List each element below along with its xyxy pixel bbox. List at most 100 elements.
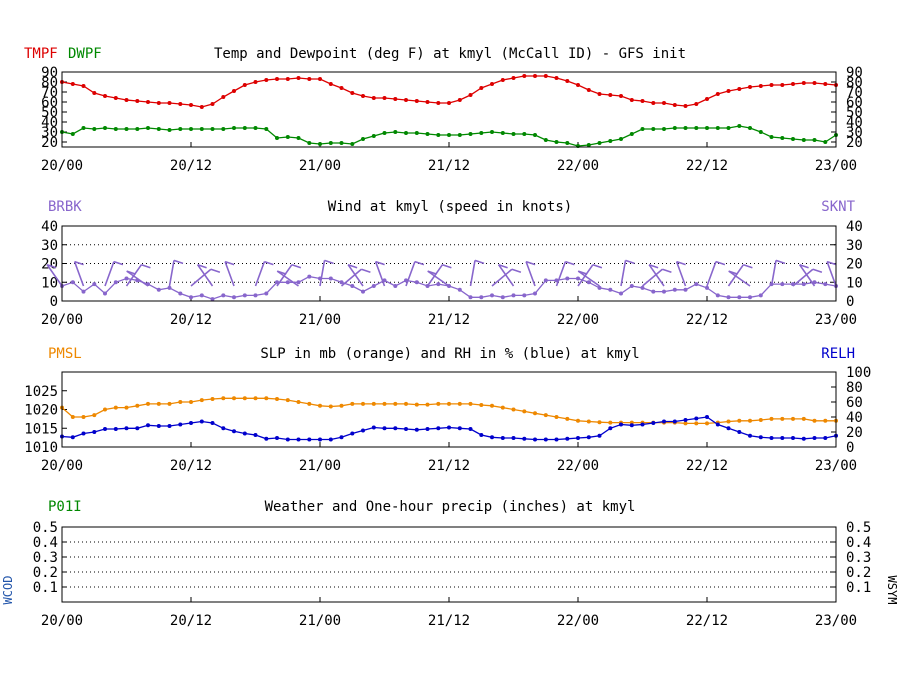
- tmpf-point: [576, 83, 580, 87]
- tmpf-point: [565, 79, 570, 83]
- y-tick-label: 0.2: [33, 565, 58, 581]
- pmsl-point: [457, 401, 462, 406]
- pmsl-point: [683, 421, 688, 426]
- x-tick-label: 22/00: [557, 158, 599, 174]
- dwpf-point: [500, 131, 505, 135]
- relh-point: [726, 426, 731, 431]
- x-tick-label: 21/12: [428, 613, 470, 629]
- pmsl-point: [371, 401, 376, 406]
- dwpf-point: [629, 132, 634, 136]
- y-tick-label: 20: [41, 135, 58, 151]
- pmsl-point: [350, 401, 355, 406]
- wind-title: Wind at kmyl (speed in knots): [328, 199, 572, 215]
- wind-barb-flag: [442, 263, 452, 269]
- y-tick-label: 40: [846, 219, 863, 235]
- tmpf-point: [672, 103, 677, 107]
- pmsl-point: [296, 400, 301, 404]
- dwpf-point: [103, 126, 107, 130]
- sknt-point: [339, 280, 344, 285]
- wind-barb-flag: [565, 260, 575, 266]
- tmpf-point: [758, 84, 763, 88]
- tmpf-point: [328, 82, 333, 86]
- tmpf-point: [715, 92, 720, 96]
- pmsl-point: [801, 416, 806, 421]
- wind-barb-flag: [775, 259, 786, 265]
- dwpf-point: [361, 137, 365, 141]
- sknt-point: [404, 278, 408, 283]
- relh-point: [511, 436, 516, 440]
- wind-barb-flag: [276, 270, 287, 275]
- relh-point: [318, 437, 322, 442]
- tmpf-point: [748, 85, 752, 89]
- y-tick-label: 80: [846, 75, 863, 91]
- relh-point: [425, 427, 430, 431]
- tmpf-point: [275, 77, 279, 81]
- sknt-point: [92, 282, 97, 287]
- x-tick-label: 22/00: [557, 613, 599, 629]
- relh-point: [468, 427, 473, 431]
- sknt-point: [393, 284, 398, 288]
- relh-point: [490, 435, 494, 440]
- tmpf-point: [113, 96, 118, 100]
- pmsl-point: [189, 400, 193, 404]
- dwpf-point: [156, 127, 161, 131]
- sknt-point: [812, 280, 817, 285]
- relh-point: [522, 436, 527, 441]
- sknt-point: [586, 280, 591, 285]
- sknt-point: [318, 276, 322, 281]
- wcod-label: WCOD: [1, 576, 15, 605]
- pmsl-point: [791, 416, 795, 421]
- sknt-point: [70, 280, 75, 285]
- tmpf-point: [414, 99, 419, 103]
- pmsl-point: [307, 401, 312, 406]
- relh-point: [586, 435, 591, 440]
- relh-point: [328, 437, 333, 442]
- sknt-point: [468, 295, 473, 300]
- y-tick-label: 40: [846, 115, 863, 131]
- dwpf-point: [791, 137, 795, 141]
- y-tick-label: 40: [41, 219, 58, 235]
- dwpf-point: [81, 126, 86, 130]
- sknt-point: [640, 285, 645, 290]
- slp-panel: PMSL RELH SLP in mb (orange) and RH in %…: [24, 346, 871, 474]
- dwpf-point: [468, 132, 473, 136]
- wind-barb-staff: [405, 261, 416, 287]
- x-tick-label: 20/12: [170, 458, 212, 474]
- dwpf-point: [221, 127, 226, 131]
- dwpf-point: [801, 138, 806, 142]
- pmsl-point: [318, 403, 322, 408]
- dwpf-point: [447, 133, 451, 137]
- y-tick-label: 0.4: [846, 535, 871, 551]
- pmsl-point: [339, 403, 344, 408]
- wind-barb-staff: [196, 264, 214, 287]
- pmsl-point: [156, 401, 161, 406]
- tmpf-point: [533, 74, 537, 78]
- pmsl-point: [70, 415, 75, 419]
- wind-barb-flag: [799, 263, 809, 269]
- relh-point: [242, 431, 247, 436]
- y-tick-label: 40: [41, 115, 58, 131]
- sknt-point: [221, 293, 226, 298]
- tmpf-point: [221, 95, 226, 99]
- tmpf-point: [522, 74, 527, 78]
- wind-barb-staff: [525, 261, 536, 287]
- tmpf-point: [500, 78, 505, 82]
- relh-point: [565, 436, 570, 441]
- relh-point: [285, 437, 290, 442]
- wind-barb-staff: [104, 261, 115, 287]
- relh-point: [404, 427, 408, 431]
- y-tick-label: 0: [846, 440, 854, 456]
- dwpf-point: [651, 127, 656, 131]
- pmsl-point: [511, 407, 516, 412]
- wind-barb-staff: [826, 261, 837, 287]
- dwpf-point: [318, 142, 322, 146]
- tmpf-point: [264, 78, 269, 82]
- wind-panel: BRBK SKNT Wind at kmyl (speed in knots) …: [41, 199, 863, 328]
- dwpf-point: [232, 126, 236, 130]
- tmpf-point: [339, 86, 344, 90]
- relh-point: [737, 430, 742, 434]
- tmpf-point: [425, 100, 430, 104]
- wind-barb-flag: [577, 270, 588, 275]
- wind-barb-flag: [498, 263, 508, 269]
